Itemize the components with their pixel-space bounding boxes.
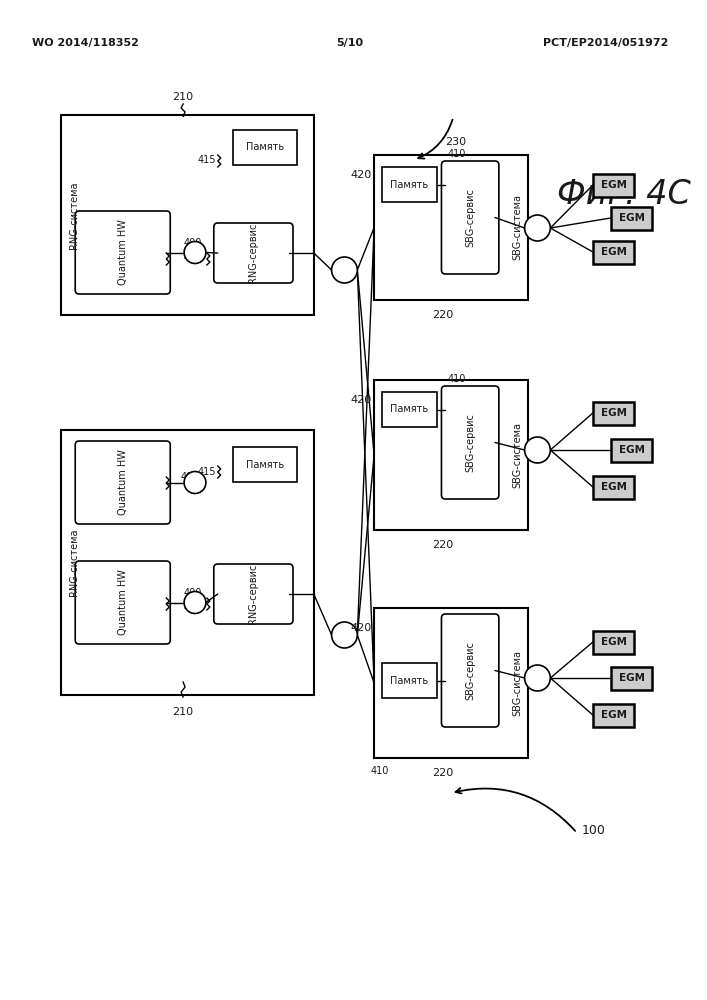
Text: SBG-сервис: SBG-сервис [465,188,475,247]
FancyBboxPatch shape [593,174,634,196]
Circle shape [184,472,206,493]
FancyBboxPatch shape [441,161,499,274]
Text: 210: 210 [173,92,194,102]
Text: SBG-система: SBG-система [513,194,522,260]
Text: RNG-сервис: RNG-сервис [248,223,258,283]
FancyBboxPatch shape [75,561,170,644]
Text: 230: 230 [445,137,467,147]
Text: 420: 420 [351,395,372,405]
Text: Quantum HW: Quantum HW [118,450,128,515]
Text: 220: 220 [432,310,454,320]
Circle shape [525,215,550,241]
Text: RNG-система: RNG-система [69,181,79,249]
Text: 220: 220 [432,768,454,778]
FancyBboxPatch shape [214,564,293,624]
FancyBboxPatch shape [441,614,499,727]
Text: EGM: EGM [601,482,626,492]
FancyBboxPatch shape [593,631,634,654]
Text: 400: 400 [180,472,199,482]
FancyBboxPatch shape [62,430,314,695]
Circle shape [525,437,550,463]
FancyBboxPatch shape [593,476,634,498]
Text: 420: 420 [351,170,372,180]
FancyBboxPatch shape [75,211,170,294]
Circle shape [332,622,357,648]
FancyBboxPatch shape [611,438,653,462]
Text: SBG-система: SBG-система [513,422,522,488]
Text: 420: 420 [351,623,372,633]
Circle shape [525,665,550,691]
Text: 400: 400 [183,238,201,248]
Text: Память: Память [390,676,428,686]
Text: 415: 415 [197,155,216,165]
Circle shape [184,591,206,613]
FancyBboxPatch shape [382,167,436,202]
Text: 220: 220 [432,540,454,550]
Text: Память: Память [390,180,428,190]
FancyBboxPatch shape [382,392,436,427]
Text: 210: 210 [173,707,194,717]
Text: EGM: EGM [601,710,626,720]
Text: EGM: EGM [619,673,645,683]
Text: Фиг. 4C: Фиг. 4C [556,178,691,212]
FancyBboxPatch shape [374,380,527,530]
Text: 410: 410 [448,149,466,159]
Text: 405: 405 [183,253,201,263]
Text: 405: 405 [183,603,201,613]
FancyBboxPatch shape [611,666,653,690]
Text: Память: Память [246,460,284,470]
Text: EGM: EGM [601,408,626,418]
Text: RNG-система: RNG-система [69,529,79,596]
Circle shape [184,241,206,263]
FancyBboxPatch shape [75,441,170,524]
FancyBboxPatch shape [593,240,634,263]
FancyBboxPatch shape [233,130,297,165]
FancyBboxPatch shape [593,704,634,726]
FancyBboxPatch shape [233,447,297,482]
FancyBboxPatch shape [611,207,653,230]
Text: SBG-сервис: SBG-сервис [465,413,475,472]
Text: 5/10: 5/10 [336,38,363,48]
FancyBboxPatch shape [374,155,527,300]
Text: EGM: EGM [601,180,626,190]
Text: Quantum HW: Quantum HW [118,570,128,635]
Text: 415: 415 [197,467,216,477]
Text: EGM: EGM [619,213,645,223]
Circle shape [332,257,357,283]
Text: 400: 400 [183,588,201,598]
Text: PCT/EP2014/051972: PCT/EP2014/051972 [543,38,668,48]
Text: Quantum HW: Quantum HW [118,220,128,285]
Text: EGM: EGM [619,445,645,455]
FancyBboxPatch shape [441,386,499,499]
FancyBboxPatch shape [374,608,527,758]
FancyBboxPatch shape [62,115,314,315]
Text: EGM: EGM [601,247,626,257]
Text: EGM: EGM [601,637,626,647]
FancyBboxPatch shape [593,401,634,424]
Text: SBG-сервис: SBG-сервис [465,641,475,700]
Text: WO 2014/118352: WO 2014/118352 [32,38,139,48]
Text: Память: Память [246,142,284,152]
Text: 410: 410 [371,766,390,776]
FancyBboxPatch shape [214,223,293,283]
Text: SBG-система: SBG-система [513,650,522,716]
Text: 100: 100 [582,824,606,836]
Text: RNG-сервис: RNG-сервис [248,564,258,624]
FancyBboxPatch shape [382,663,436,698]
Text: Память: Память [390,404,428,414]
Text: 410: 410 [448,374,466,384]
